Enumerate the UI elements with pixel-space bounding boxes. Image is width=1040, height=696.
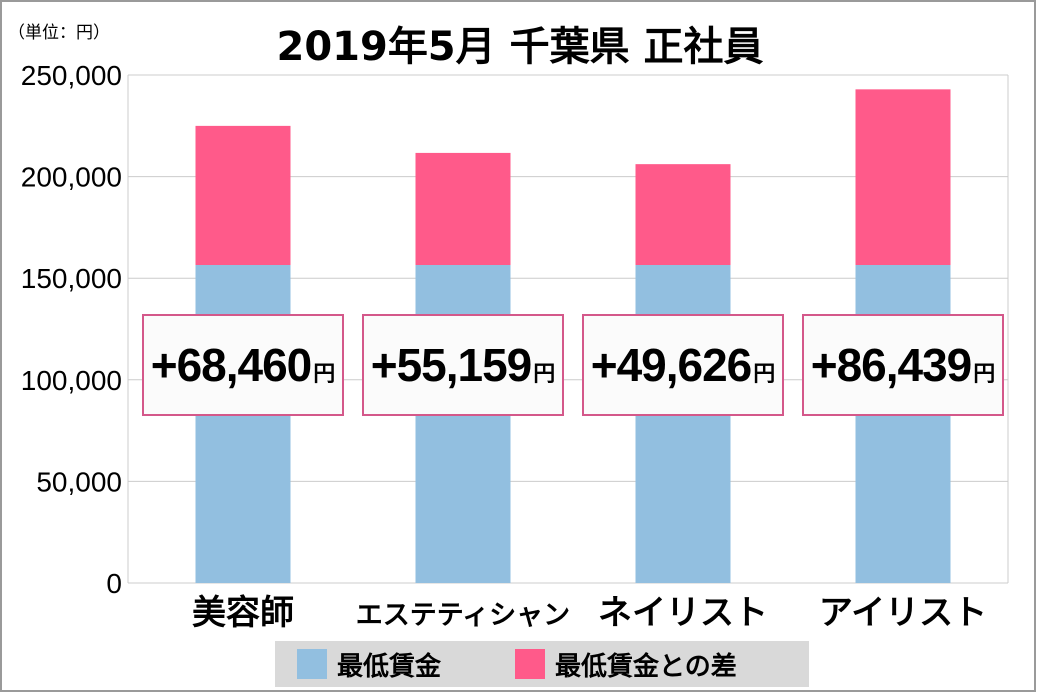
bar-base: [195, 264, 291, 583]
legend-item-diff: 最低賃金との差: [515, 641, 737, 687]
y-tick-label: 250,000: [21, 60, 122, 91]
y-tick-labels: 0 50,000 100,000 150,000 200,000 250,000: [21, 60, 122, 599]
legend-swatch-diff: [515, 649, 545, 679]
bar-base: [635, 264, 731, 583]
bar-base: [855, 264, 951, 583]
legend-item-base: 最低賃金: [297, 641, 441, 687]
category-label: 美容師: [192, 593, 294, 633]
difference-callout: +86,439 円: [802, 314, 1004, 416]
bar-diff: [635, 164, 731, 265]
unit-label: （単位：円）: [8, 23, 110, 43]
y-tick-label: 50,000: [36, 466, 122, 497]
callout-unit: 円: [533, 361, 556, 386]
bar-diff: [195, 125, 291, 265]
bar-diff: [415, 152, 511, 265]
legend-swatch-base: [297, 649, 327, 679]
difference-callout: +55,159 円: [362, 314, 564, 416]
callout-value: +86,439: [810, 339, 973, 391]
legend-label-base: 最低賃金: [337, 651, 442, 682]
category-label: ネイリスト: [598, 593, 768, 633]
bar-base: [415, 264, 511, 583]
legend-label-diff: 最低賃金との差: [555, 651, 737, 682]
y-tick-label: 150,000: [21, 263, 122, 294]
legend: 最低賃金 最低賃金との差: [275, 641, 809, 687]
callout-value: +49,626: [590, 339, 753, 391]
difference-callout: +49,626 円: [582, 314, 784, 416]
bar-diff: [855, 89, 951, 265]
chart-title: 2019年5月 千葉県 正社員: [276, 24, 764, 70]
callout-value: +68,460: [150, 339, 313, 391]
y-tick-label: 0: [106, 568, 122, 599]
y-tick-label: 100,000: [21, 365, 122, 396]
callout-value: +55,159: [370, 339, 533, 391]
callout-unit: 円: [973, 361, 996, 386]
category-labels: 美容師 エステティシャン ネイリスト アイリスト: [192, 593, 987, 633]
y-tick-label: 200,000: [21, 162, 122, 193]
callout-unit: 円: [313, 361, 336, 386]
difference-callout: +68,460 円: [142, 314, 344, 416]
category-label: エステティシャン: [356, 600, 570, 631]
category-label: アイリスト: [819, 593, 987, 633]
callout-unit: 円: [753, 361, 776, 386]
